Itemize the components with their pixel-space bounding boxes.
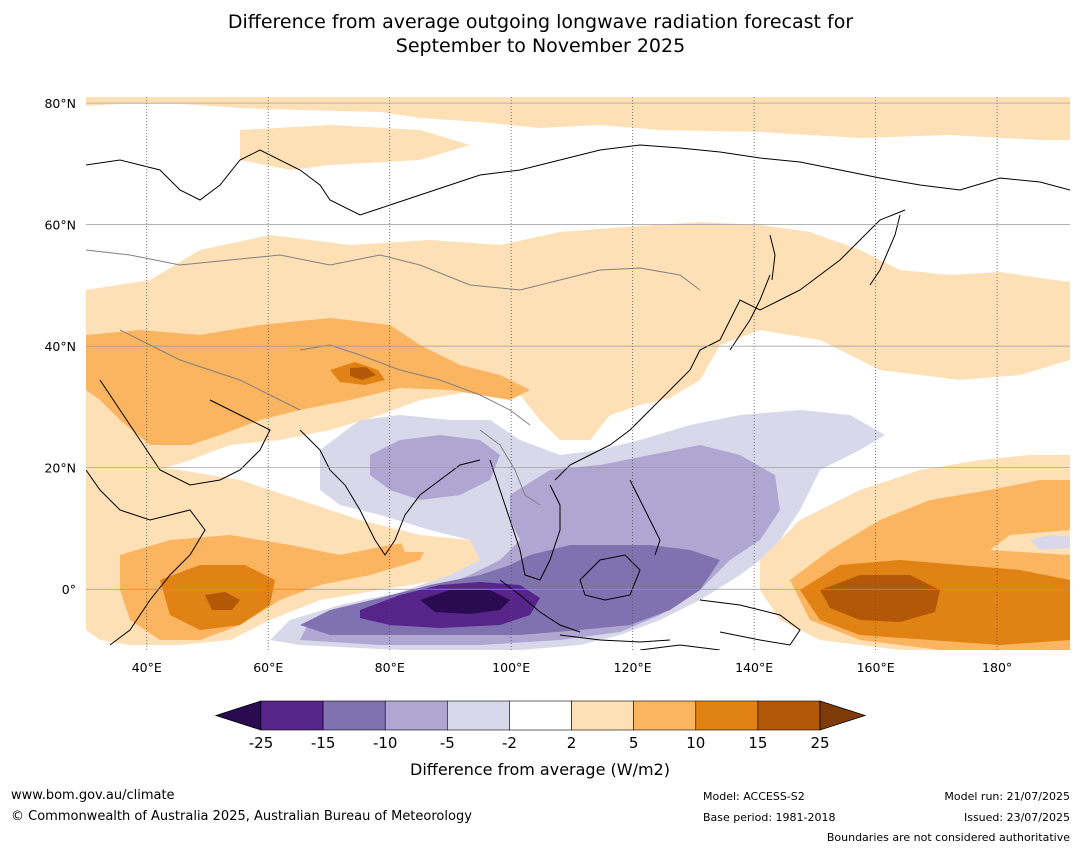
coast-australia-north (639, 644, 721, 650)
x-tick-label: 180° (982, 660, 1012, 675)
coast-india (299, 429, 481, 556)
colorbar-tick-label: 15 (748, 734, 767, 752)
coastlines (86, 144, 1070, 650)
border-southeast-asia (479, 429, 541, 506)
border-central-asia (86, 249, 701, 291)
colorbar-segment (633, 700, 697, 731)
coast-borneo (579, 554, 641, 601)
coast-philippines (629, 479, 661, 556)
anomaly-tibet-peak (350, 367, 376, 380)
x-tick-label: 100°E (492, 660, 530, 675)
y-tick-label: 40°N (44, 339, 76, 354)
colorbar-tick-label: 2 (567, 734, 577, 752)
disclaimer-text: Boundaries are not considered authoritat… (826, 831, 1070, 844)
gridlines (86, 97, 1070, 650)
colorbar-tick-label: -10 (373, 734, 398, 752)
colorbar-tick-label: 5 (629, 734, 639, 752)
map-plot-area (86, 97, 1070, 650)
x-tick-label: 40°E (132, 660, 162, 675)
colorbar-tick-label: -2 (502, 734, 517, 752)
anomaly-pacific-light-patch (1030, 535, 1070, 550)
colorbar-extend-low (214, 700, 262, 731)
colorbar-segment (757, 700, 821, 731)
map-title: Difference from average outgoing longwav… (0, 10, 1081, 58)
anomaly-africa-peak (205, 592, 240, 610)
border-himalaya (299, 344, 531, 426)
y-tick-label: 60°N (44, 218, 76, 233)
border-middle-east (119, 329, 301, 411)
country-borders (86, 249, 701, 506)
colorbar-segment (509, 700, 572, 731)
colorbar: -25 -15 -10 -5 -2 2 5 10 15 25 (214, 700, 867, 752)
copyright-text: © Commonwealth of Australia 2025, Austra… (11, 809, 472, 824)
coast-indochina (489, 459, 561, 581)
base-period-text: Base period: 1981-2018 (703, 811, 836, 824)
coast-java (559, 634, 671, 643)
x-tick-label: 140°E (735, 660, 773, 675)
y-tick-label: 0° (62, 582, 76, 597)
anomaly-westasia-mid (86, 318, 530, 445)
colorbar-tick-label: 25 (810, 734, 829, 752)
anomaly-bay-light (400, 540, 435, 552)
model-text: Model: ACCESS-S2 (703, 790, 805, 803)
anomaly-siberia-light (240, 125, 470, 170)
negative-anomaly-fields (270, 410, 1070, 650)
anomaly-arctic-light (86, 97, 1070, 140)
colorbar-segment (695, 700, 759, 731)
colorbar-segment (384, 700, 448, 731)
coast-kamchatka (869, 214, 901, 286)
anomaly-indian-ocean-extreme (420, 590, 510, 614)
coast-sumatra (499, 579, 581, 633)
x-tick-label: 60°E (253, 660, 283, 675)
latitude-ticks: 80°N 60°N 40°N 20°N 0° (44, 96, 76, 597)
colorbar-tick-label: -15 (311, 734, 336, 752)
colorbar-title: Difference from average (W/m2) (410, 760, 670, 779)
colorbar-tick-label: -25 (249, 734, 274, 752)
colorbar-tick-label: 10 (686, 734, 705, 752)
coast-africa-east (86, 469, 206, 646)
coast-japan (729, 274, 771, 351)
colorbar-extend-high (819, 700, 867, 731)
colorbar-segment (447, 700, 510, 731)
title-line-1: Difference from average outgoing longwav… (227, 11, 854, 33)
x-tick-label: 160°E (857, 660, 895, 675)
coast-arabia (99, 379, 271, 486)
issued-text: Issued: 23/07/2025 (963, 811, 1070, 824)
colorbar-tick-label: -5 (440, 734, 455, 752)
x-tick-label: 80°E (375, 660, 405, 675)
colorbar-segment (322, 700, 386, 731)
coast-new-guinea (699, 599, 801, 646)
model-run-text: Model run: 21/07/2025 (944, 790, 1070, 803)
positive-anomaly-fields (86, 97, 1070, 650)
longitude-ticks: 40°E 60°E 80°E 100°E 120°E 140°E 160°E 180° (132, 660, 1012, 675)
colorbar-segment (260, 700, 324, 731)
coast-sakhalin (769, 234, 776, 281)
anomaly-asia-light (86, 222, 1070, 495)
y-tick-label: 80°N (44, 96, 76, 111)
x-tick-label: 120°E (614, 660, 652, 675)
y-tick-label: 20°N (44, 461, 76, 476)
coast-east-asia (554, 209, 906, 481)
website-link[interactable]: www.bom.gov.au/climate (11, 788, 175, 803)
colorbar-segment (571, 700, 634, 731)
anomaly-pacific-peak (820, 575, 940, 622)
title-line-2: September to November 2025 (395, 35, 686, 57)
coast-eurasia-north (86, 144, 1070, 216)
